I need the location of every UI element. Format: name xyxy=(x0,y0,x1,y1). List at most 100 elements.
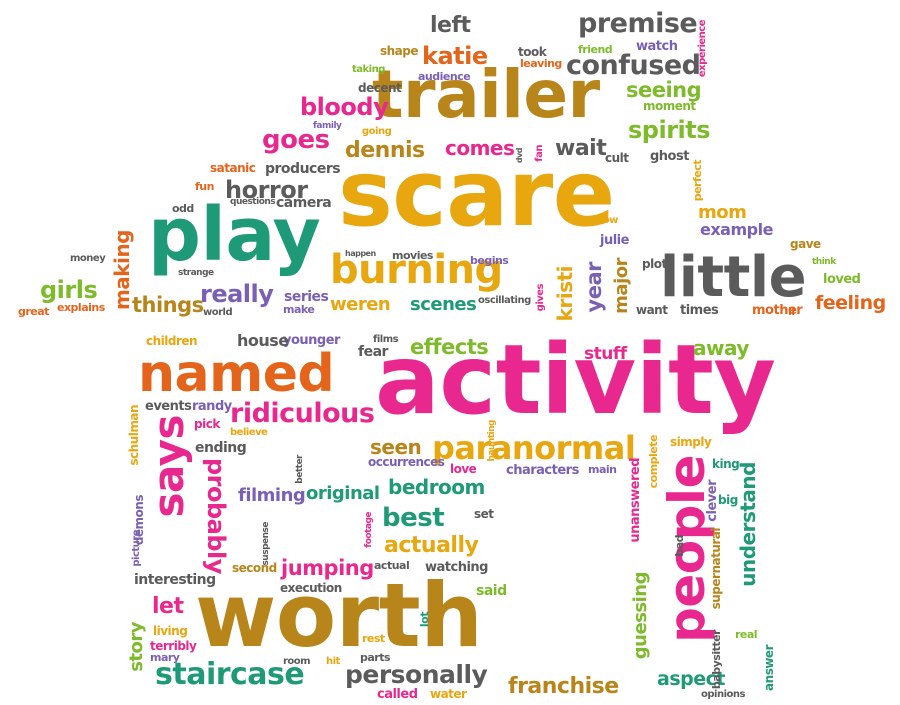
word: taking xyxy=(352,64,385,75)
word: year xyxy=(582,262,606,313)
word: stuff xyxy=(584,344,627,364)
word: experience xyxy=(697,20,708,78)
word: play xyxy=(148,192,321,278)
word: happen xyxy=(345,249,376,258)
word: bad xyxy=(673,535,686,557)
word: mother xyxy=(752,303,803,318)
word: parts xyxy=(360,651,391,664)
word: family xyxy=(313,121,342,131)
word: says xyxy=(144,415,193,518)
word: really xyxy=(200,280,274,308)
word: effects xyxy=(410,335,489,359)
word: feeling xyxy=(815,292,886,314)
word: personally xyxy=(345,660,488,689)
word: babysitter xyxy=(710,630,723,690)
word: strange xyxy=(178,268,214,278)
word: money xyxy=(70,253,106,264)
word: away xyxy=(693,336,749,360)
word: questions xyxy=(230,197,276,207)
word: friend xyxy=(578,43,613,56)
word: camera xyxy=(276,195,332,211)
word: love xyxy=(450,462,477,476)
word: opinions xyxy=(701,689,745,700)
word: haunting xyxy=(487,420,497,462)
word: series xyxy=(284,289,329,305)
word: pick xyxy=(194,417,220,431)
word: gave xyxy=(790,237,821,251)
word: weren xyxy=(330,294,391,315)
word: called xyxy=(377,687,418,702)
word: ghost xyxy=(650,149,689,164)
word: things xyxy=(132,293,204,317)
word: mom xyxy=(698,202,747,223)
word: decent xyxy=(358,81,402,95)
word: premise xyxy=(578,8,698,39)
word: ll xyxy=(788,305,795,318)
word: girls xyxy=(40,276,98,304)
word: major xyxy=(611,258,632,314)
word: lot xyxy=(418,612,431,628)
word: fun xyxy=(195,180,214,193)
word: gives xyxy=(535,284,546,312)
word: worth xyxy=(195,564,483,667)
word: odd xyxy=(172,202,194,215)
word: named xyxy=(138,344,335,404)
word: perfect xyxy=(691,160,704,202)
word: bloody xyxy=(300,93,389,121)
word: house xyxy=(237,331,289,350)
word: schulman xyxy=(127,405,141,466)
word: seen xyxy=(370,435,422,459)
word: know xyxy=(590,215,618,226)
word: katie xyxy=(422,42,488,70)
word: events xyxy=(145,399,192,414)
word: audience xyxy=(418,70,471,83)
word: main xyxy=(588,463,617,476)
word: satanic xyxy=(210,161,256,175)
word: watching xyxy=(425,560,488,575)
word: actually xyxy=(384,533,479,558)
word: times xyxy=(680,303,719,318)
word: randy xyxy=(192,399,232,414)
word: understand xyxy=(736,462,760,587)
word: story xyxy=(126,622,147,672)
word: kristi xyxy=(553,266,577,322)
word: burning xyxy=(330,247,503,293)
word: execution xyxy=(280,581,342,595)
word: staircase xyxy=(155,657,305,692)
word: living xyxy=(153,624,188,638)
word: moment xyxy=(643,99,696,113)
word: footage xyxy=(364,512,374,548)
word: best xyxy=(382,503,445,533)
word: goes xyxy=(262,125,330,155)
word: hit xyxy=(326,656,340,667)
word: plot xyxy=(642,257,667,271)
word: movies xyxy=(392,249,433,262)
word: seeing xyxy=(626,78,702,102)
word: left xyxy=(430,13,471,38)
word: let xyxy=(152,594,184,619)
word: fear xyxy=(358,344,388,360)
word: cult xyxy=(605,151,629,165)
word: dvd xyxy=(515,148,524,164)
word: activity xyxy=(375,324,776,436)
word: took xyxy=(518,45,547,59)
word: terribly xyxy=(150,639,197,653)
word: explains xyxy=(57,301,105,314)
word: going xyxy=(362,126,392,137)
word: oscillating xyxy=(478,295,531,306)
word: trailer xyxy=(372,56,600,133)
word: king xyxy=(712,457,740,471)
word: comes xyxy=(445,136,515,160)
word: confused xyxy=(566,50,701,81)
word: real xyxy=(735,628,758,641)
word: probably xyxy=(202,458,230,574)
word: horror xyxy=(225,176,308,204)
word: better xyxy=(295,455,305,484)
word: second xyxy=(232,561,277,575)
word: make xyxy=(283,303,315,316)
word: younger xyxy=(283,333,340,348)
word: rest xyxy=(362,632,385,645)
word: think xyxy=(812,257,836,267)
word: scenes xyxy=(410,294,477,315)
